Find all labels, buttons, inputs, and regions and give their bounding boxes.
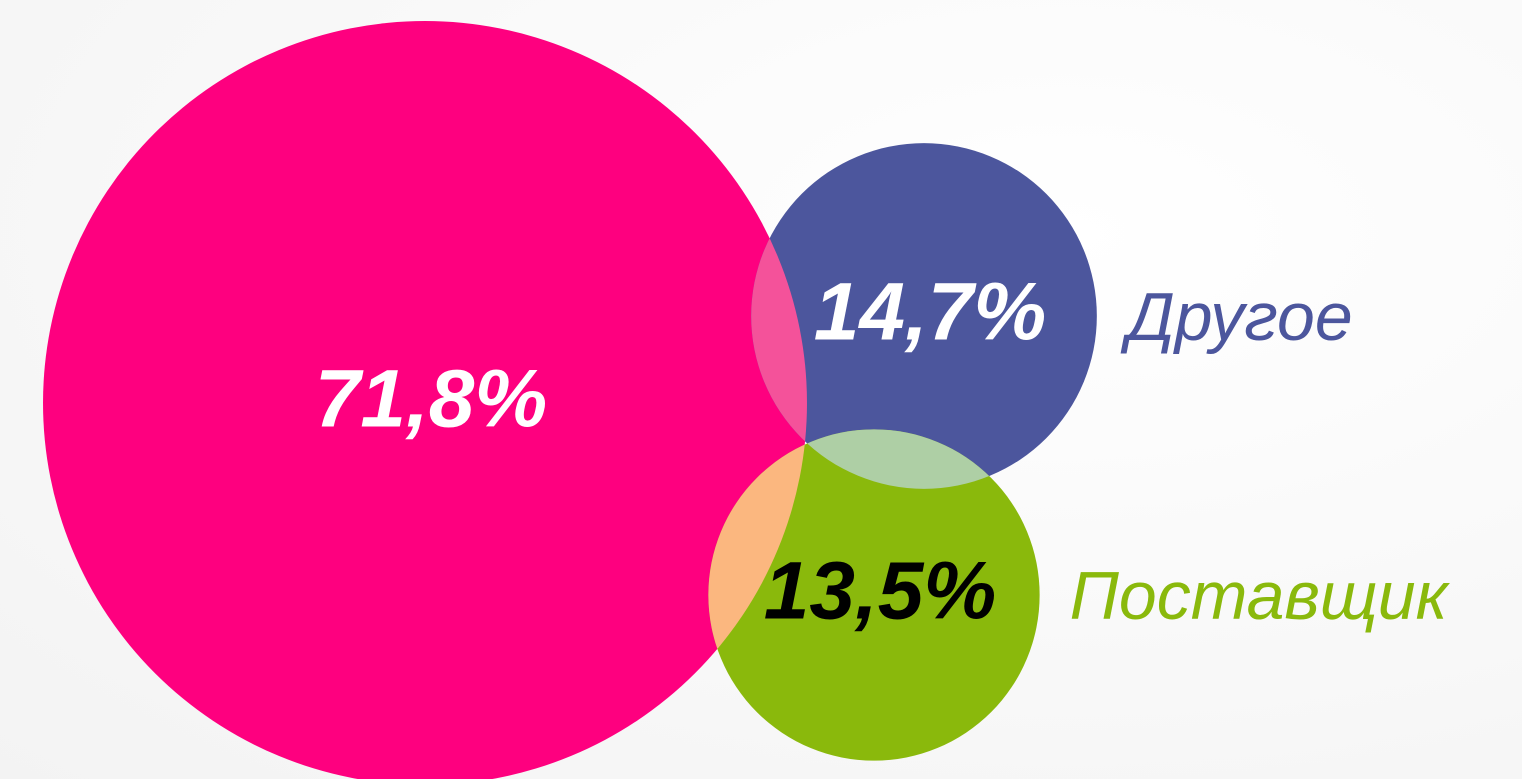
- value-label: 13,5%: [764, 546, 997, 637]
- value-label: 71,8%: [315, 354, 548, 445]
- bubble: [751, 143, 1097, 489]
- category-label: Поставщик: [1070, 558, 1451, 634]
- bubble: [43, 21, 807, 779]
- category-label: Другое: [1120, 279, 1353, 355]
- value-label: 14,7%: [814, 267, 1047, 358]
- bubble: [708, 429, 1040, 761]
